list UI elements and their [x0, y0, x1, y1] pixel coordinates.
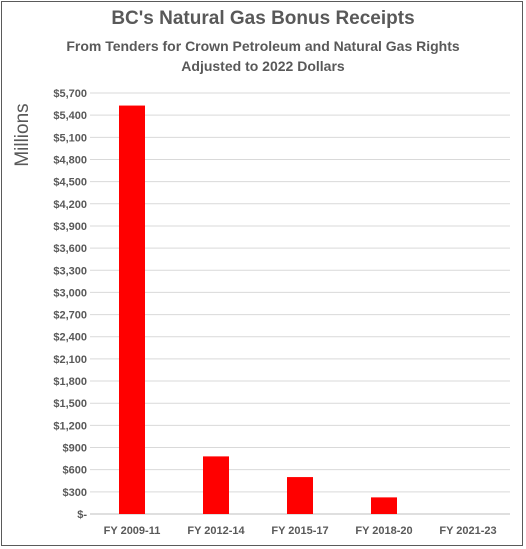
y-tick-label: $2,700	[53, 310, 87, 322]
bar	[371, 497, 397, 514]
chart-subtitle-line-2: Adjusted to 2022 Dollars	[181, 58, 345, 74]
y-tick-label: $4,500	[53, 177, 87, 189]
y-tick-label: $300	[63, 487, 87, 499]
y-tick-label: $1,500	[53, 398, 87, 410]
y-tick-label: $2,400	[53, 332, 87, 344]
chart-subtitle-line-1: From Tenders for Crown Petroleum and Nat…	[66, 38, 460, 54]
bar	[287, 477, 313, 514]
bar	[203, 456, 229, 514]
x-tick-label: FY 2015-17	[271, 525, 328, 537]
y-tick-label: $3,300	[53, 265, 87, 277]
y-tick-label: $5,700	[53, 88, 87, 100]
x-tick-label: FY 2018-20	[355, 525, 412, 537]
y-tick-label: $3,600	[53, 243, 87, 255]
bar	[119, 105, 145, 514]
chart-title: BC's Natural Gas Bonus Receipts	[111, 8, 415, 29]
y-tick-label: $4,200	[53, 199, 87, 211]
y-tick-label: $1,200	[53, 420, 87, 432]
x-tick-label: FY 2012-14	[187, 525, 245, 537]
y-tick-label: $1,800	[53, 376, 87, 388]
y-tick-label: $3,900	[53, 221, 87, 233]
y-tick-label: $3,000	[53, 287, 87, 299]
y-tick-label: $5,400	[53, 110, 87, 122]
y-tick-label: $-	[77, 509, 87, 521]
x-tick-label: FY 2021-23	[439, 525, 496, 537]
x-tick-label: FY 2009-11	[104, 525, 161, 537]
y-tick-label: $600	[63, 465, 87, 477]
y-tick-label: $2,100	[53, 354, 87, 366]
y-tick-label: $5,100	[53, 132, 87, 144]
y-tick-label: $900	[63, 443, 87, 455]
y-tick-label: $4,800	[53, 154, 87, 166]
